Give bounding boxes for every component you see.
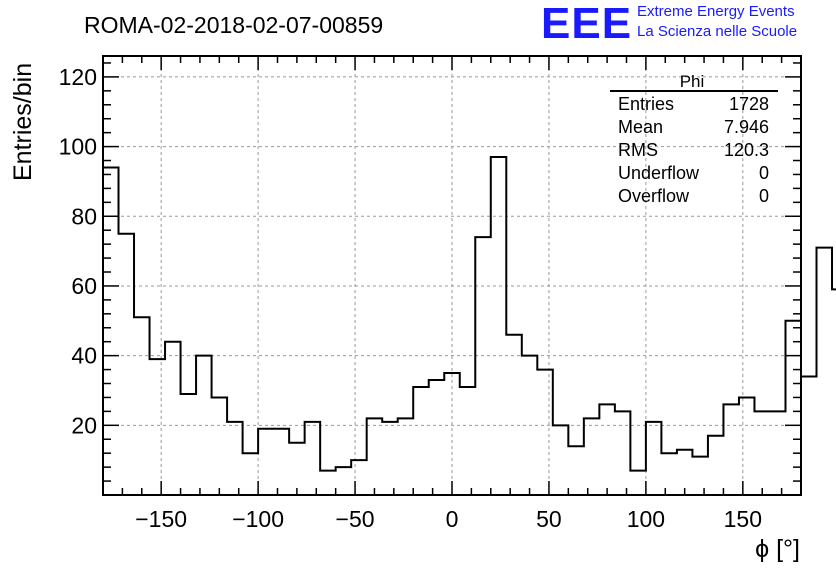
stats-label-overflow: Overflow <box>618 186 690 206</box>
x-tick-label: −150 <box>135 506 187 532</box>
histogram-series-line <box>103 156 836 472</box>
stats-value-mean: 7.946 <box>724 117 769 137</box>
y-axis-label: Entries/bin <box>9 63 37 181</box>
logo-text-line-2: La Scienza nelle Scuole <box>637 23 798 40</box>
x-tick-label: 150 <box>724 506 762 532</box>
stats-rows: Entries 1728 Mean 7.946 RMS 120.3 Underflow 0 Ov… <box>618 94 769 206</box>
grid-lines <box>103 56 801 495</box>
y-tick-label: 100 <box>59 134 97 160</box>
x-tick-label: −100 <box>232 506 284 532</box>
stats-label-rms: RMS <box>618 140 658 160</box>
stats-label-underflow: Underflow <box>618 163 700 183</box>
y-tick-label: 80 <box>71 203 97 229</box>
stats-value-rms: 120.3 <box>724 140 769 160</box>
y-tick-label: 60 <box>71 273 97 299</box>
stats-value-entries: 1728 <box>729 94 769 114</box>
eee-logo-mark: EEE <box>541 0 633 48</box>
x-tick-label: 0 <box>446 506 459 532</box>
stats-value-underflow: 0 <box>759 163 769 183</box>
x-tick-label: 50 <box>536 506 562 532</box>
stats-label-entries: Entries <box>618 94 674 114</box>
stats-label-mean: Mean <box>618 117 663 137</box>
tick-labels: −150 −100 −50 0 50 100 150 20 40 60 80 100 120 <box>59 64 762 532</box>
x-tick-label: 100 <box>627 506 665 532</box>
stats-box: Phi Entries 1728 Mean 7.946 RMS 120.3 Underflo… <box>610 72 778 206</box>
axis-ticks <box>103 56 801 495</box>
y-tick-label: 120 <box>59 64 97 90</box>
x-tick-label: −50 <box>336 506 375 532</box>
stats-title: Phi <box>680 72 705 91</box>
y-tick-label: 20 <box>71 412 97 438</box>
y-tick-label: 40 <box>71 343 97 369</box>
stats-value-overflow: 0 <box>759 186 769 206</box>
chart-title: ROMA-02-2018-02-07-00859 <box>84 12 383 38</box>
x-axis-label: ϕ [°] <box>755 535 800 563</box>
logo-text-line-1: Extreme Energy Events <box>637 3 795 20</box>
